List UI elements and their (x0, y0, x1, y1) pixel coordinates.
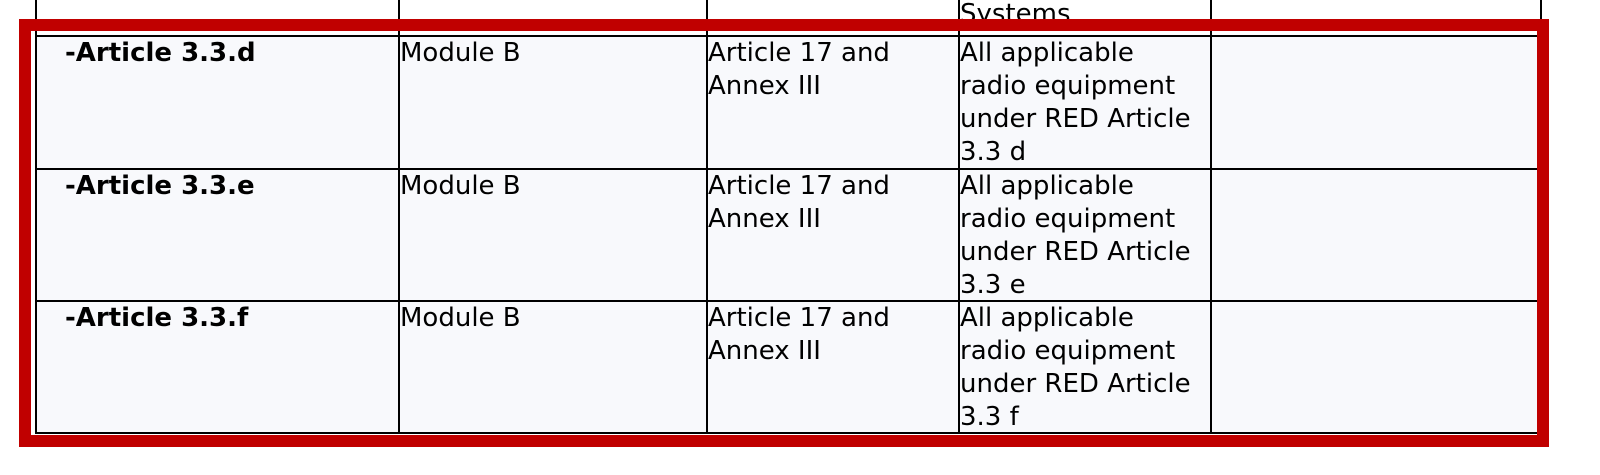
column-border (958, 0, 960, 432)
cell-text: All applicable radio equipment under RED… (960, 303, 1191, 432)
column-border (35, 0, 37, 432)
column-border (706, 0, 708, 432)
row-border (35, 432, 1540, 434)
cell-text: All applicable radio equipment under RED… (960, 38, 1191, 167)
row-header: -Article 3.3.f (65, 303, 249, 333)
cell-text: Module B (400, 303, 521, 333)
row-header: -Article 3.3.e (65, 171, 255, 201)
row-border (35, 35, 1540, 37)
cell-text: Article 17 and Annex III (708, 303, 890, 366)
cell-text: Module B (400, 38, 521, 68)
cell-text: Module B (400, 171, 521, 201)
row-border (35, 168, 1540, 170)
row-background (35, 168, 1540, 300)
cell-text: Article 17 and Annex III (708, 38, 890, 101)
row-header: -Article 3.3.d (65, 38, 256, 68)
column-border (1210, 0, 1212, 432)
column-border (398, 0, 400, 432)
highlight-frame (19, 19, 1549, 447)
row-background (35, 35, 1540, 168)
row-border (35, 300, 1540, 302)
cell-text: Article 17 and Annex III (708, 171, 890, 234)
row-background (35, 300, 1540, 432)
cell-text: All applicable radio equipment under RED… (960, 171, 1191, 300)
